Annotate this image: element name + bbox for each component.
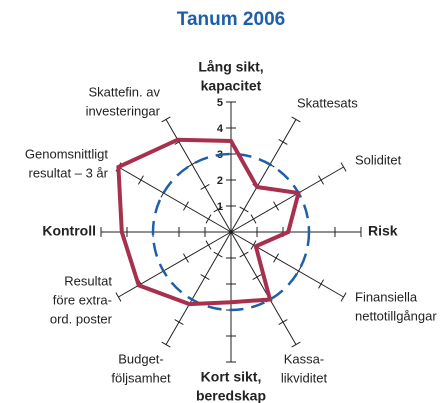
axis-line: [230, 231, 344, 298]
axis-label: Skattefin. av: [88, 84, 160, 99]
data-polygon: [116, 137, 302, 307]
tick-mark: [239, 206, 249, 213]
tick-mark: [138, 175, 144, 185]
tick-mark: [213, 206, 223, 213]
r-tick-label: 4: [217, 123, 224, 135]
axis-line: [230, 166, 344, 233]
axis-label: resultat – 3 år: [29, 165, 109, 180]
tick-mark: [183, 253, 189, 263]
tick-mark: [318, 279, 324, 289]
axis-line: [230, 119, 297, 233]
r-tick-label: 2: [217, 175, 223, 187]
axis-label: Risk: [368, 223, 398, 239]
tick-mark: [318, 175, 324, 185]
axis-label: före extra-: [53, 292, 112, 307]
axis-label: Lång sikt,: [198, 59, 263, 75]
tick-mark: [250, 240, 257, 250]
axis-label: Kassa-: [284, 351, 324, 366]
tick-mark: [250, 214, 257, 224]
chart-title: Tanum 2006: [177, 9, 285, 30]
axis-label: beredskap: [196, 388, 266, 403]
axis-line: [118, 166, 232, 233]
axis-label: ord. poster: [50, 311, 113, 326]
tick-mark: [213, 251, 223, 258]
tick-mark: [340, 162, 347, 172]
axis-label: kapacitet: [201, 78, 262, 94]
tick-mark: [205, 214, 212, 224]
axis-line: [230, 231, 297, 345]
tick-mark: [340, 292, 347, 302]
axis-label: Kontroll: [42, 223, 96, 239]
axis-line: [165, 231, 232, 345]
r-tick-label: 1: [217, 201, 223, 213]
axis-label: Soliditet: [355, 152, 402, 167]
tick-mark: [205, 240, 212, 250]
tick-mark: [200, 274, 210, 280]
axis-label: följsamhet: [111, 370, 171, 385]
tick-mark: [291, 341, 301, 348]
axis-label: Budget-: [118, 351, 164, 366]
axis-label: Kort sikt,: [201, 369, 262, 385]
tick-mark: [239, 251, 249, 258]
axis-label: Genomsnittligt: [25, 146, 108, 161]
r-tick-label: 5: [217, 97, 223, 109]
tick-mark: [174, 319, 184, 325]
tick-mark: [183, 201, 189, 211]
axis-label: Skattesats: [297, 95, 358, 110]
tick-mark: [291, 116, 301, 123]
axis-label: Resultat: [64, 273, 112, 288]
axis-label: likviditet: [281, 370, 328, 385]
tick-mark: [161, 341, 171, 348]
tick-mark: [278, 139, 288, 145]
reference-ring: [151, 152, 311, 312]
axis-label: investeringar: [86, 103, 161, 118]
tick-mark: [278, 319, 288, 325]
axis-label: nettotillgångar: [355, 308, 437, 323]
axis-label: Finansiella: [355, 289, 418, 304]
tick-mark: [115, 292, 122, 302]
tick-mark: [273, 253, 279, 263]
tick-mark: [161, 116, 171, 123]
tick-mark: [200, 184, 210, 190]
tick-mark: [273, 201, 279, 211]
tick-mark: [187, 161, 197, 168]
tick-mark: [252, 274, 262, 280]
